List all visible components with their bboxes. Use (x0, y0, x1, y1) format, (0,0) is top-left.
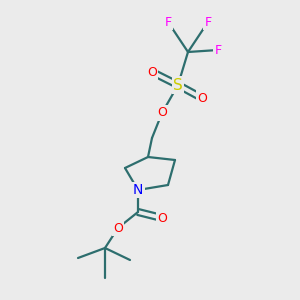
Text: O: O (157, 106, 167, 119)
Text: F: F (204, 16, 211, 28)
Text: O: O (157, 212, 167, 224)
Text: F: F (164, 16, 172, 28)
Text: N: N (133, 183, 143, 197)
Text: F: F (214, 44, 222, 56)
Text: O: O (147, 65, 157, 79)
Text: O: O (197, 92, 207, 104)
Text: O: O (113, 221, 123, 235)
Text: S: S (173, 77, 183, 92)
